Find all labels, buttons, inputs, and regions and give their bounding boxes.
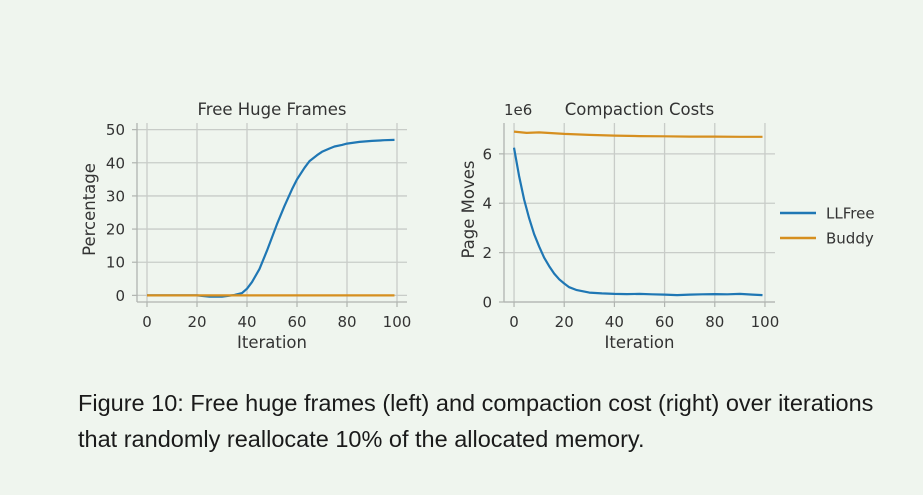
x-axis-label: Iteration — [237, 333, 307, 352]
y-axis-label: Percentage — [80, 163, 99, 256]
x-tick-label: 60 — [655, 313, 674, 331]
x-tick-label: 40 — [605, 313, 624, 331]
x-tick-label: 80 — [337, 313, 356, 331]
legend-label-llfree: LLFree — [826, 205, 875, 223]
y-tick-label: 6 — [482, 145, 492, 163]
legend: LLFree Buddy — [780, 205, 875, 248]
x-tick-label: 80 — [705, 313, 724, 331]
series-line-llfree — [512, 147, 763, 297]
y-tick-label: 0 — [482, 294, 492, 312]
y-tick-label: 4 — [482, 195, 492, 213]
y-tick-label: 30 — [106, 187, 125, 205]
y-tick-label: 50 — [106, 121, 125, 139]
x-tick-label: 100 — [383, 313, 412, 331]
figure-caption: Figure 10: Free huge frames (left) and c… — [78, 390, 874, 452]
chart-free-huge-frames: 0 20 40 60 80 100 0 10 20 30 40 50 Free Huge Frames I… — [80, 100, 411, 352]
y-tick-label: 20 — [106, 221, 125, 239]
x-axis-label: Iteration — [605, 333, 675, 352]
x-tick-label: 0 — [142, 313, 152, 331]
y-axis-label: Page Moves — [459, 160, 478, 258]
y-tick-label: 10 — [106, 254, 125, 272]
y-offset-label: 1e6 — [504, 101, 532, 119]
x-tick-label: 0 — [509, 313, 519, 331]
legend-label-buddy: Buddy — [826, 230, 874, 248]
x-tick-label: 40 — [237, 313, 256, 331]
chart-compaction-costs: 0 20 40 60 80 100 0 2 4 6 Compaction Costs 1e6 Itera… — [459, 100, 779, 352]
chart-title: Free Huge Frames — [198, 100, 347, 119]
series-line-buddy — [513, 130, 763, 138]
y-tick-label: 40 — [106, 154, 125, 172]
x-tick-label: 20 — [187, 313, 206, 331]
y-tick-label: 2 — [482, 244, 492, 262]
x-tick-label: 100 — [751, 313, 780, 331]
x-tick-label: 60 — [287, 313, 306, 331]
chart-title: Compaction Costs — [565, 100, 714, 119]
y-tick-label: 0 — [115, 287, 125, 305]
x-tick-label: 20 — [555, 313, 574, 331]
